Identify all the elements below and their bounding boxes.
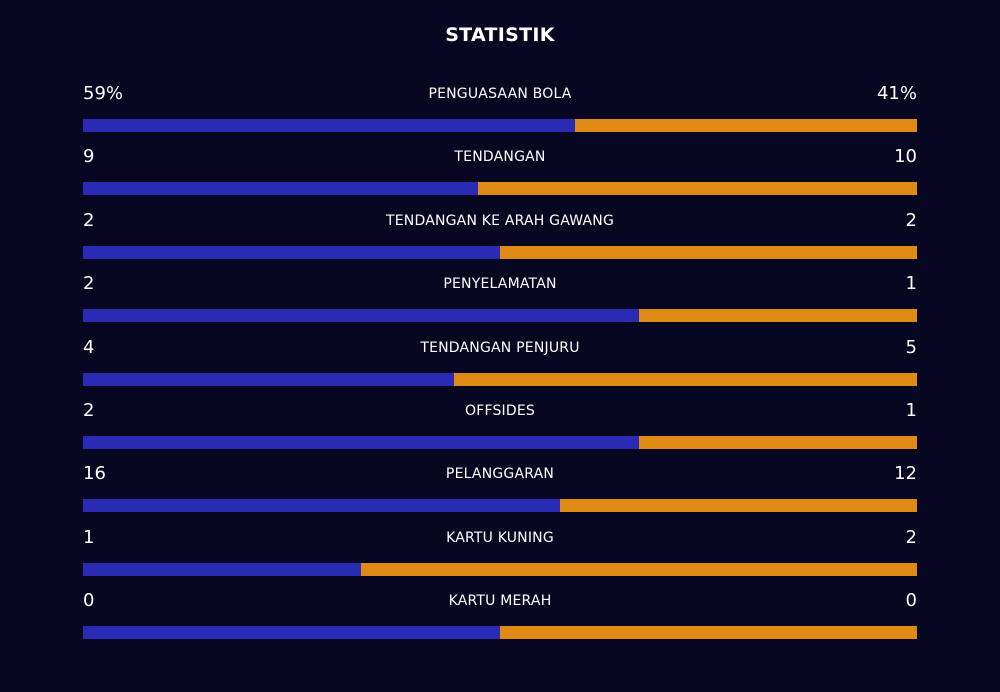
stat-label: TENDANGAN PENJURU	[420, 339, 580, 356]
stat-row-possession: 59% PENGUASAAN BOLA 41%	[83, 80, 917, 143]
away-value: 10	[894, 146, 917, 168]
away-bar-segment	[478, 182, 917, 196]
home-bar-segment	[83, 119, 576, 132]
away-value: 41%	[876, 83, 917, 104]
away-value: 1	[905, 399, 917, 421]
panel-title: STATISTIK	[445, 24, 555, 46]
away-value: 12	[894, 463, 917, 485]
stat-label: TENDANGAN KE ARAH GAWANG	[385, 212, 614, 229]
away-bar-segment	[453, 372, 917, 386]
comparison-bar	[83, 245, 917, 259]
away-bar-segment	[500, 626, 917, 640]
comparison-bar	[83, 562, 917, 576]
home-bar-segment	[83, 245, 500, 259]
away-bar-segment	[360, 562, 917, 576]
stat-labels: 0 KARTU MERAH 0	[83, 587, 917, 615]
home-value: 59%	[83, 83, 124, 104]
stat-labels: 2 OFFSIDES 1	[83, 397, 917, 425]
home-bar-segment	[83, 309, 640, 323]
home-value: 2	[83, 209, 95, 231]
stat-labels: 2 TENDANGAN KE ARAH GAWANG 2	[83, 207, 917, 235]
stat-labels: 16 PELANGGARAN 12	[83, 460, 917, 488]
home-bar-segment	[83, 499, 560, 513]
comparison-bar	[83, 119, 917, 132]
stat-row-red-cards: 0 KARTU MERAH 0	[83, 587, 917, 650]
away-bar-segment	[639, 309, 917, 323]
stat-row-shots-on-target: 2 TENDANGAN KE ARAH GAWANG 2	[83, 207, 917, 270]
stat-row-saves: 2 PENYELAMATAN 1	[83, 270, 917, 333]
away-value: 1	[905, 273, 917, 295]
home-bar-segment	[83, 562, 361, 576]
comparison-bar	[83, 626, 917, 640]
stat-label: TENDANGAN	[454, 149, 546, 166]
comparison-bar	[83, 309, 917, 323]
home-bar-segment	[83, 435, 640, 449]
stats-list: 59% PENGUASAAN BOLA 41% 9 TENDANGAN 10	[83, 80, 917, 651]
home-value: 1	[83, 526, 95, 548]
stat-labels: 2 PENYELAMATAN 1	[83, 270, 917, 298]
home-bar-segment	[83, 182, 479, 196]
stat-labels: 9 TENDANGAN 10	[83, 143, 917, 171]
stat-label: PELANGGARAN	[445, 466, 555, 483]
comparison-bar	[83, 435, 917, 449]
away-value: 0	[905, 590, 917, 612]
home-value: 2	[83, 399, 95, 421]
home-bar-segment	[83, 626, 500, 640]
home-value: 9	[83, 146, 95, 168]
away-value: 2	[905, 209, 917, 231]
away-bar-segment	[500, 245, 917, 259]
stat-labels: 1 KARTU KUNING 2	[83, 524, 917, 552]
comparison-bar	[83, 182, 917, 196]
comparison-bar	[83, 372, 917, 386]
away-value: 2	[905, 526, 917, 548]
home-value: 16	[83, 463, 106, 485]
away-bar-segment	[575, 119, 917, 132]
stat-labels: 59% PENGUASAAN BOLA 41%	[83, 80, 917, 108]
stat-labels: 4 TENDANGAN PENJURU 5	[83, 334, 917, 362]
stat-row-fouls: 16 PELANGGARAN 12	[83, 460, 917, 523]
home-value: 0	[83, 590, 95, 612]
home-value: 2	[83, 273, 95, 295]
stat-label: KARTU KUNING	[446, 529, 554, 546]
stat-row-offsides: 2 OFFSIDES 1	[83, 397, 917, 460]
stat-row-shots: 9 TENDANGAN 10	[83, 143, 917, 206]
stat-row-corners: 4 TENDANGAN PENJURU 5	[83, 334, 917, 397]
comparison-bar	[83, 499, 917, 513]
away-bar-segment	[559, 499, 917, 513]
stat-label: PENYELAMATAN	[443, 276, 557, 293]
away-value: 5	[905, 336, 917, 358]
stat-label: OFFSIDES	[464, 402, 535, 419]
away-bar-segment	[639, 435, 917, 449]
home-value: 4	[83, 336, 95, 358]
stat-row-yellow-cards: 1 KARTU KUNING 2	[83, 524, 917, 587]
stat-label: PENGUASAAN BOLA	[428, 86, 572, 102]
stat-label: KARTU MERAH	[448, 593, 552, 610]
home-bar-segment	[83, 372, 454, 386]
